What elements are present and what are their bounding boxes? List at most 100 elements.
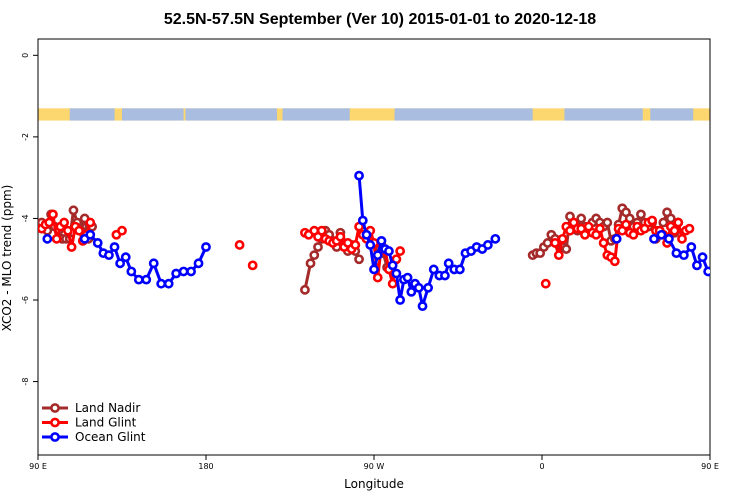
data-point — [387, 278, 398, 289]
data-point — [92, 238, 103, 248]
y-tick-label: 0 — [21, 53, 30, 58]
ocean-band-6 — [650, 108, 694, 121]
data-point — [369, 264, 379, 275]
data-point — [598, 238, 609, 248]
data-point — [692, 260, 702, 271]
data-point — [300, 284, 310, 295]
data-point — [658, 217, 669, 228]
legend-marker — [50, 403, 60, 413]
data-point — [372, 250, 383, 261]
data-point — [85, 217, 96, 228]
data-point — [678, 250, 689, 261]
data-point — [609, 256, 620, 267]
data-point — [309, 250, 320, 261]
x-tick-label: 90 W — [364, 462, 385, 471]
data-point — [247, 260, 258, 271]
data-point — [665, 213, 676, 224]
data-point — [550, 238, 560, 248]
data-point — [354, 254, 364, 265]
ocean-band-4 — [394, 108, 533, 121]
data-point — [703, 266, 710, 277]
ocean-band-3 — [282, 108, 350, 121]
x-tick-label: 0 — [539, 462, 544, 471]
legend-label: Land Nadir — [75, 401, 140, 415]
y-axis: 0 -2 -4 -6 -8 — [21, 53, 38, 386]
data-point — [542, 238, 553, 248]
ocean-band-5 — [564, 108, 643, 121]
legend-marker — [50, 432, 60, 442]
data-point — [387, 260, 398, 271]
series-ocean-glint — [42, 170, 710, 312]
y-tick-label: -4 — [21, 214, 30, 222]
data-point — [686, 242, 697, 252]
data-point — [677, 233, 687, 244]
data-point — [647, 215, 658, 226]
data-point — [428, 264, 439, 275]
x-axis-label: Longitude — [344, 477, 404, 491]
data-point — [490, 233, 501, 244]
data-point — [104, 250, 114, 261]
data-point — [68, 205, 79, 216]
data-point — [350, 240, 361, 250]
x-tick-label: 90 E — [701, 462, 719, 471]
data-point — [66, 242, 77, 252]
data-point — [417, 301, 428, 312]
data-point — [384, 246, 394, 256]
data-point — [357, 215, 368, 226]
data-point — [423, 282, 434, 293]
data-point — [148, 258, 159, 269]
data-point — [133, 274, 144, 285]
data-point — [171, 268, 182, 279]
data-point — [62, 225, 73, 236]
data-point — [376, 235, 387, 246]
ocean-band-2 — [185, 108, 277, 121]
data-point — [395, 246, 406, 256]
data-point — [684, 223, 695, 234]
legend-label: Ocean Glint — [75, 430, 146, 444]
data-point — [85, 229, 96, 240]
legend-marker — [50, 417, 60, 428]
data-point — [313, 242, 323, 252]
data-point — [540, 278, 551, 289]
data-point — [649, 233, 659, 244]
data-point — [602, 217, 613, 228]
data-point — [120, 252, 131, 263]
data-point — [402, 272, 413, 283]
data-point — [594, 223, 605, 234]
data-point — [115, 258, 126, 269]
data-point — [406, 286, 417, 297]
data-point — [51, 233, 62, 244]
x-axis: 90 E 180 90 W 0 90 E — [29, 455, 719, 471]
data-point — [413, 282, 424, 293]
data-point — [621, 219, 631, 230]
data-point — [193, 258, 204, 269]
data-point — [636, 209, 646, 220]
data-point — [628, 229, 639, 240]
data-point — [42, 233, 53, 244]
ocean-band-0 — [69, 108, 115, 121]
data-point — [361, 229, 372, 240]
data-point — [201, 242, 211, 252]
data-point — [611, 233, 622, 244]
land-ocean-mask-band — [38, 108, 710, 121]
data-point — [178, 266, 189, 277]
data-point — [186, 266, 196, 277]
data-point — [697, 252, 708, 263]
data-point — [234, 240, 245, 250]
data-point — [335, 231, 346, 242]
data-point — [443, 258, 454, 269]
data-point — [656, 229, 667, 240]
data-point — [365, 240, 376, 250]
ocean-band-1 — [122, 108, 184, 121]
y-axis-label: XCO2 - MLO trend (ppm) — [0, 185, 14, 332]
y-tick-label: -8 — [21, 378, 30, 386]
data-point — [391, 268, 402, 279]
chart-title: 52.5N-57.5N September (Ver 10) 2015-01-0… — [164, 11, 596, 28]
data-point — [557, 233, 568, 244]
data-point — [395, 295, 406, 305]
data-point — [440, 270, 450, 281]
y-tick-label: -6 — [21, 296, 30, 304]
data-point — [664, 233, 674, 244]
